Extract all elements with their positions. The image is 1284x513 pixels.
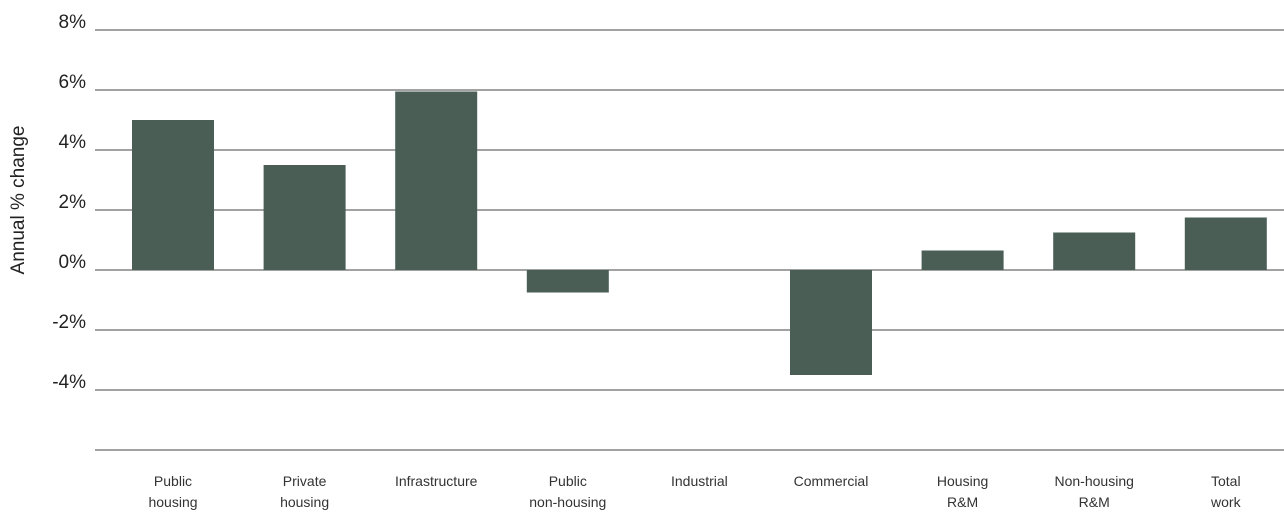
y-tick-label: -2% (52, 312, 86, 333)
bar (263, 165, 346, 270)
x-category-label: Commercial (794, 473, 869, 489)
x-axis-category-labels: Public housing Private housing Infrastructur… (148, 473, 1241, 510)
x-category-label: Total work (1210, 473, 1242, 510)
x-category-label: Infrastructure (395, 473, 478, 489)
y-tick-label: 2% (59, 192, 87, 213)
bars (132, 91, 1267, 375)
y-axis-tick-labels: 8% 6% 4% 2% 0% -2% -4% (52, 12, 86, 393)
bar (526, 270, 609, 293)
bar (790, 270, 872, 375)
x-category-label: Housing R&M (937, 473, 988, 510)
bar (921, 250, 1004, 270)
bar (395, 91, 478, 270)
x-category-label: Non-housing R&M (1055, 473, 1134, 510)
x-category-label: Public non-housing (529, 473, 606, 510)
y-axis-title: Annual % change (8, 126, 29, 275)
x-category-label: Public housing (148, 473, 197, 510)
y-tick-label: 4% (59, 132, 87, 153)
bar (132, 120, 214, 270)
y-tick-label: 8% (59, 12, 87, 33)
bar (1184, 217, 1267, 270)
bar (1053, 232, 1136, 270)
y-tick-label: 6% (59, 72, 87, 93)
y-tick-label: -4% (52, 372, 86, 393)
x-category-label: Private housing (280, 473, 329, 510)
y-tick-label: 0% (59, 252, 87, 273)
x-category-label: Industrial (671, 473, 728, 489)
